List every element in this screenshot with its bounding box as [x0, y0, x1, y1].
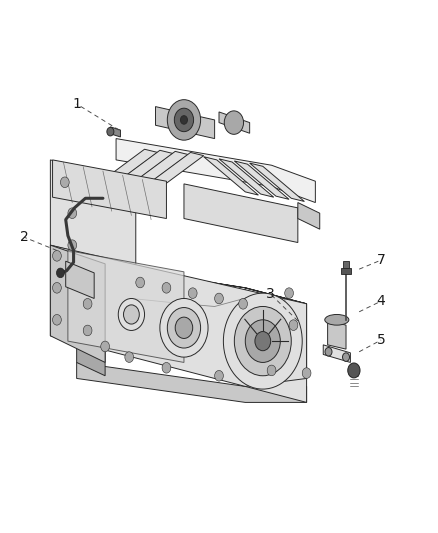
Polygon shape — [110, 150, 173, 191]
Circle shape — [160, 298, 208, 357]
Circle shape — [285, 288, 293, 298]
Circle shape — [267, 365, 276, 376]
Circle shape — [124, 305, 139, 324]
Text: 3: 3 — [266, 287, 275, 301]
Circle shape — [188, 288, 197, 298]
Circle shape — [53, 251, 61, 261]
Text: 5: 5 — [377, 333, 385, 347]
Circle shape — [136, 277, 145, 288]
Polygon shape — [341, 268, 351, 274]
Circle shape — [223, 293, 302, 389]
Circle shape — [167, 100, 201, 140]
Polygon shape — [245, 288, 307, 402]
Polygon shape — [50, 245, 307, 386]
Circle shape — [60, 177, 69, 188]
Circle shape — [167, 308, 201, 348]
Polygon shape — [66, 261, 94, 298]
Circle shape — [255, 332, 271, 351]
Circle shape — [162, 282, 171, 293]
Circle shape — [289, 320, 298, 330]
Circle shape — [53, 282, 61, 293]
Circle shape — [118, 298, 145, 330]
Circle shape — [57, 268, 64, 278]
Text: 7: 7 — [377, 253, 385, 267]
Circle shape — [215, 293, 223, 304]
Polygon shape — [77, 362, 307, 402]
Polygon shape — [184, 184, 298, 243]
Circle shape — [83, 325, 92, 336]
Circle shape — [343, 353, 350, 361]
Polygon shape — [250, 163, 304, 201]
Circle shape — [215, 370, 223, 381]
Text: 4: 4 — [377, 294, 385, 308]
Polygon shape — [155, 107, 215, 139]
Polygon shape — [50, 160, 136, 266]
Polygon shape — [125, 151, 188, 192]
Circle shape — [245, 320, 280, 362]
Polygon shape — [343, 261, 349, 268]
Circle shape — [174, 108, 194, 132]
Circle shape — [239, 298, 247, 309]
Circle shape — [107, 127, 114, 136]
Polygon shape — [323, 345, 350, 362]
Polygon shape — [116, 139, 315, 203]
Polygon shape — [204, 157, 258, 195]
Circle shape — [348, 363, 360, 378]
Circle shape — [83, 298, 92, 309]
Polygon shape — [53, 160, 166, 219]
Polygon shape — [298, 203, 320, 229]
Circle shape — [53, 314, 61, 325]
Circle shape — [74, 272, 83, 282]
Polygon shape — [234, 161, 289, 199]
Polygon shape — [94, 149, 158, 190]
Circle shape — [325, 348, 332, 356]
Circle shape — [175, 317, 193, 338]
Text: 1: 1 — [72, 97, 81, 111]
Circle shape — [68, 240, 77, 251]
Polygon shape — [140, 152, 204, 193]
Circle shape — [101, 341, 110, 352]
Circle shape — [234, 306, 291, 376]
Circle shape — [125, 352, 134, 362]
Polygon shape — [328, 321, 346, 349]
Polygon shape — [77, 261, 307, 304]
Ellipse shape — [325, 314, 349, 325]
Circle shape — [180, 116, 187, 124]
Polygon shape — [68, 251, 184, 362]
Polygon shape — [219, 112, 250, 133]
Circle shape — [68, 208, 77, 219]
Polygon shape — [50, 245, 105, 362]
Polygon shape — [77, 261, 105, 376]
Text: 2: 2 — [20, 230, 28, 244]
Circle shape — [162, 362, 171, 373]
Circle shape — [302, 368, 311, 378]
Polygon shape — [219, 159, 274, 197]
Circle shape — [224, 111, 244, 134]
Polygon shape — [110, 127, 120, 137]
